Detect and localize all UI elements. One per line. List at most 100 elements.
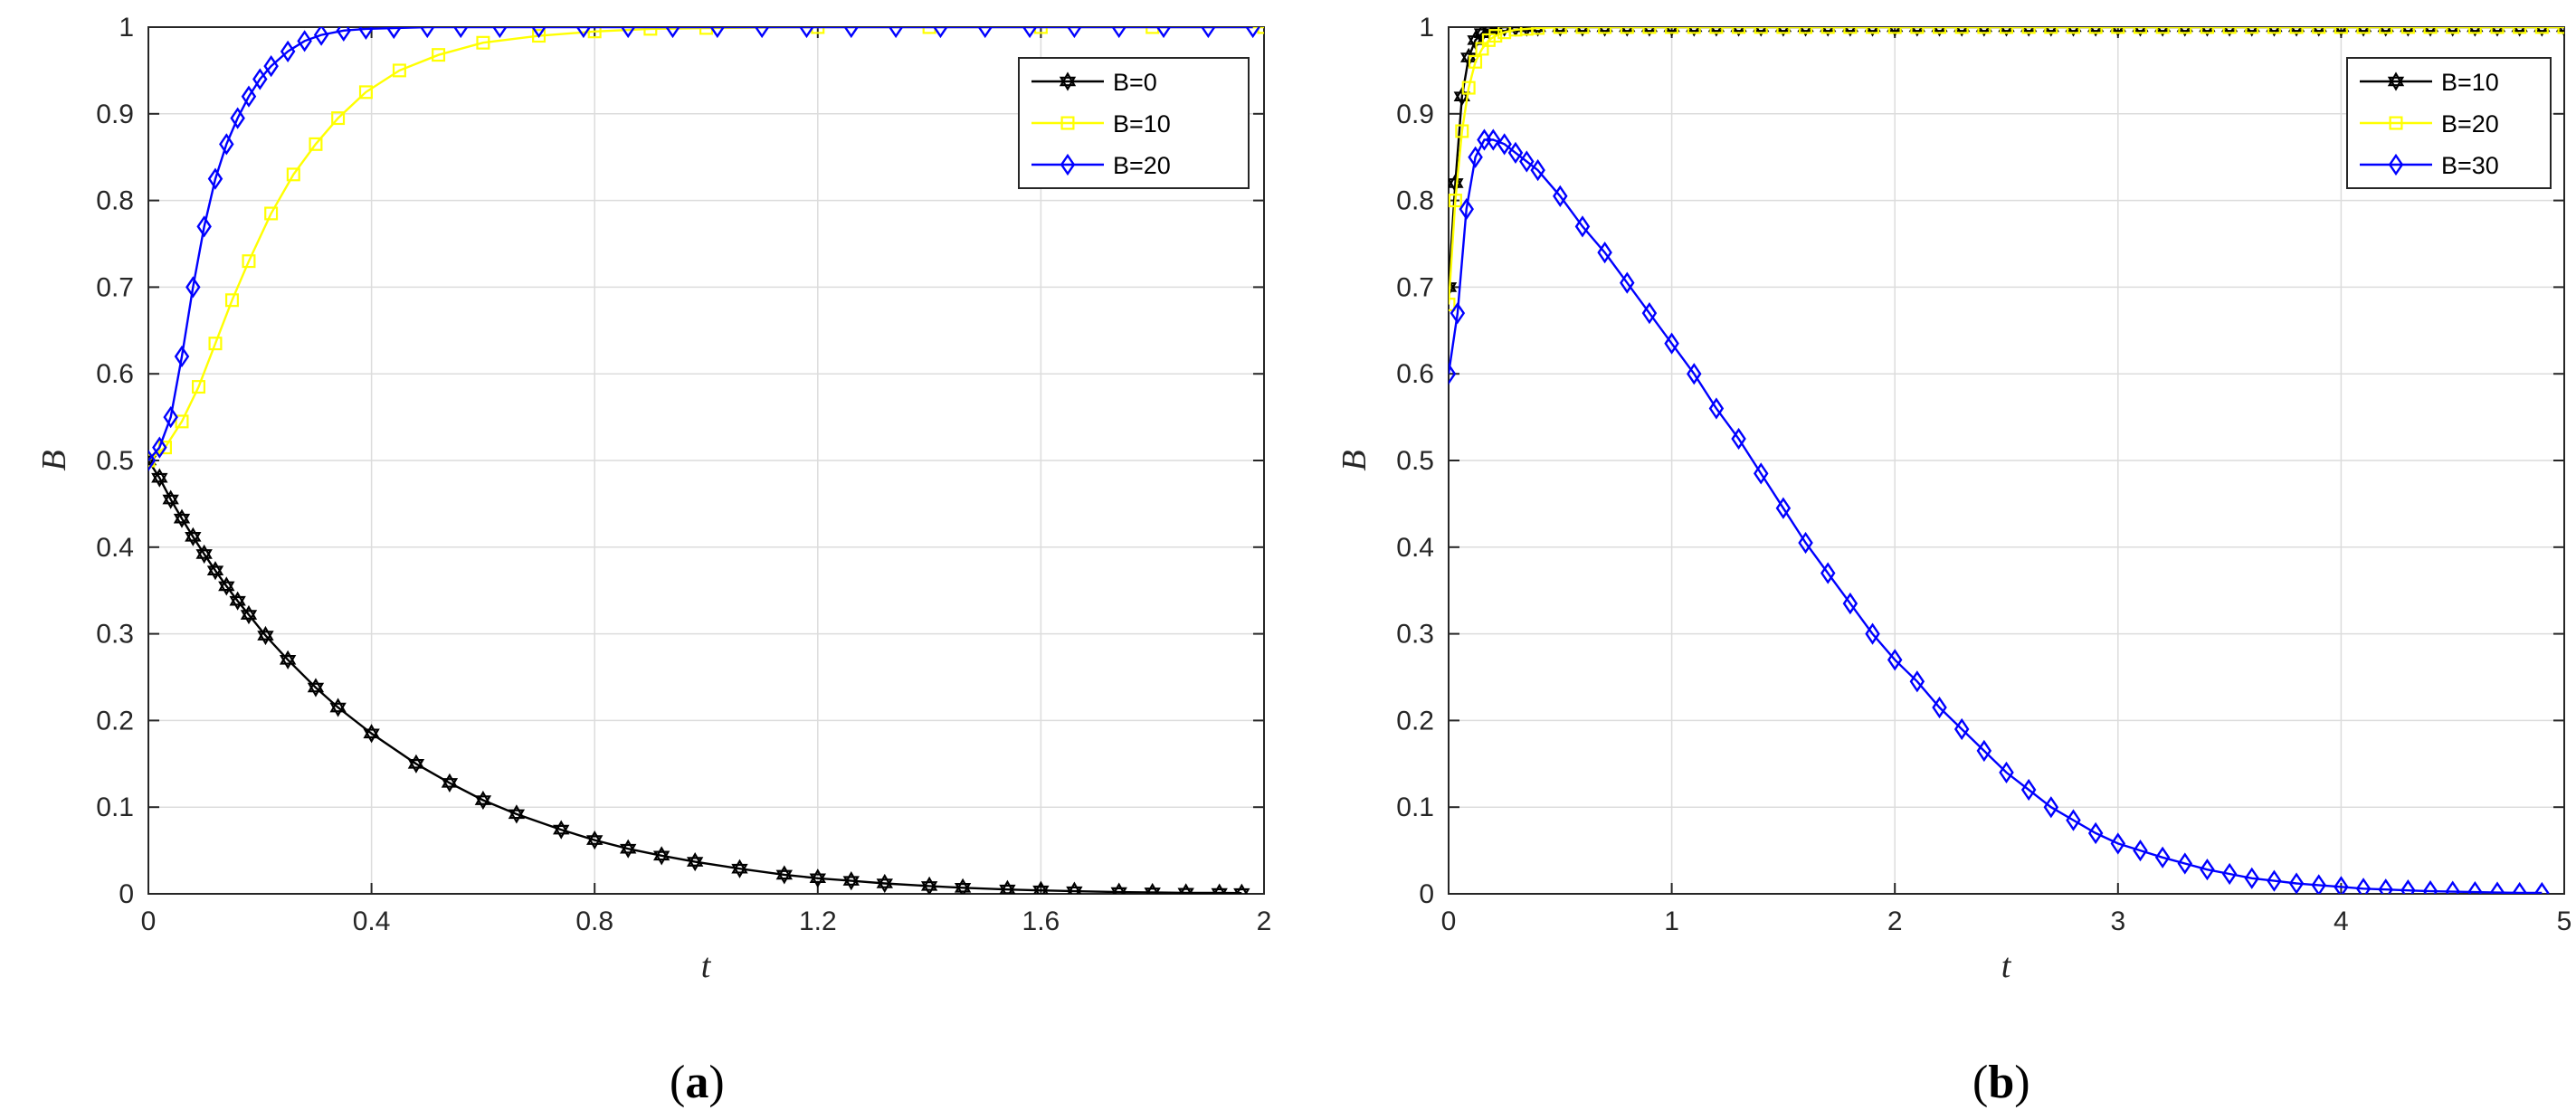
data-point	[1553, 185, 1568, 207]
data-point	[2133, 27, 2147, 34]
data-point	[1619, 27, 1636, 37]
legend-box	[1018, 57, 1250, 189]
data-point	[1820, 27, 1835, 34]
data-point	[1067, 27, 1082, 39]
data-point	[336, 27, 352, 42]
data-point	[1908, 27, 1926, 37]
legend-label: B=10	[2441, 69, 2499, 96]
chart-panel-a: 0 0.4 0.8 1.2 1.6 2 0 0.1 0.2 0.3 0.4 0.5 0.6 0.7 0.8 0…	[35, 13, 1271, 1108]
x-tick-label: 5	[2557, 906, 2572, 936]
data-point	[2423, 27, 2438, 34]
y-tick-label: 0.7	[96, 272, 134, 302]
y-tick-label: 0.8	[1396, 186, 1434, 216]
series-B=30	[1449, 128, 2550, 894]
data-point	[1953, 717, 1970, 741]
data-point	[1211, 883, 1228, 894]
data-point	[2489, 881, 2505, 894]
y-tick-label: 0.4	[96, 533, 134, 563]
hexagram-marker	[1059, 71, 1077, 91]
data-point	[2044, 27, 2058, 34]
data-point	[392, 63, 406, 78]
panel-caption: (a)	[670, 1057, 725, 1108]
data-point	[1642, 27, 1657, 34]
data-point	[329, 698, 347, 717]
diamond-marker	[1060, 153, 1076, 176]
data-point	[307, 678, 325, 698]
data-point	[257, 625, 274, 646]
data-point	[2200, 859, 2215, 881]
data-point	[1663, 27, 1680, 37]
x-tick-label: 1.2	[799, 906, 837, 936]
data-point	[1954, 27, 1969, 34]
data-point	[195, 544, 213, 565]
data-point	[1820, 27, 1837, 37]
data-point	[2110, 832, 2126, 855]
data-point	[1449, 194, 1462, 208]
y-tick-label: 0.3	[96, 620, 134, 650]
data-point	[2133, 839, 2148, 862]
legend-item: B=30	[2360, 152, 2499, 179]
data-point	[1469, 54, 1483, 69]
data-point	[297, 30, 312, 52]
data-point	[175, 414, 189, 429]
data-point	[620, 27, 636, 39]
data-point	[162, 489, 179, 509]
data-point	[363, 724, 380, 744]
legend-item: B=10	[1031, 110, 1171, 138]
data-point	[2512, 881, 2527, 894]
y-axis-label: B	[1336, 450, 1374, 470]
y-tick-label: 0.1	[1396, 793, 1434, 822]
x-tick-label: 3	[2110, 906, 2125, 936]
data-point	[474, 790, 492, 811]
y-tick-label: 0.6	[1396, 359, 1434, 389]
data-point	[2221, 862, 2238, 886]
y-tick-label: 0.1	[96, 793, 134, 822]
x-tick-label: 2	[1887, 906, 1903, 936]
data-point	[2021, 27, 2036, 34]
data-point	[1753, 27, 1770, 37]
data-point	[207, 167, 223, 190]
data-point	[2310, 27, 2327, 37]
data-point	[2266, 27, 2283, 37]
data-point	[2513, 27, 2527, 34]
data-point	[2555, 27, 2564, 37]
data-point	[2379, 27, 2393, 34]
data-point	[2355, 878, 2372, 894]
data-point	[1998, 27, 2015, 37]
data-point	[1842, 592, 1858, 615]
data-point	[2444, 27, 2461, 37]
data-point	[587, 27, 602, 39]
data-point	[1887, 27, 1904, 37]
data-point	[2533, 27, 2551, 37]
data-point	[1573, 27, 1592, 37]
data-point	[229, 591, 246, 611]
y-tick-label: 0.6	[96, 359, 134, 389]
y-tick-label: 0.7	[1396, 272, 1434, 302]
data-point	[1665, 27, 1679, 34]
data-point	[1999, 761, 2014, 784]
data-point	[2400, 27, 2415, 34]
legend-item: B=0	[1031, 69, 1157, 96]
data-point	[1530, 158, 1545, 182]
data-point	[224, 293, 239, 308]
data-point	[206, 561, 224, 581]
data-point	[1797, 27, 1814, 37]
data-point	[1731, 427, 1746, 451]
data-point	[888, 27, 904, 39]
y-tick-label: 0.5	[1396, 446, 1434, 476]
data-point	[218, 576, 235, 596]
data-point	[2333, 27, 2350, 37]
data-point	[219, 133, 234, 156]
axis-ticks: 0 0.4 0.8 1.2 1.6 2 0 0.1 0.2 0.3 0.4 0.5 0.6 0.7 0.8 0…	[96, 13, 1271, 936]
legend-item: B=20	[2360, 110, 2499, 138]
y-axis-label: B	[35, 450, 73, 470]
data-point	[665, 27, 680, 39]
data-point	[2267, 27, 2281, 34]
data-point	[1753, 462, 1769, 485]
data-point	[1864, 27, 1881, 37]
data-point	[686, 851, 704, 872]
data-point	[452, 27, 469, 39]
data-point	[1774, 27, 1792, 37]
data-point	[2354, 27, 2372, 37]
